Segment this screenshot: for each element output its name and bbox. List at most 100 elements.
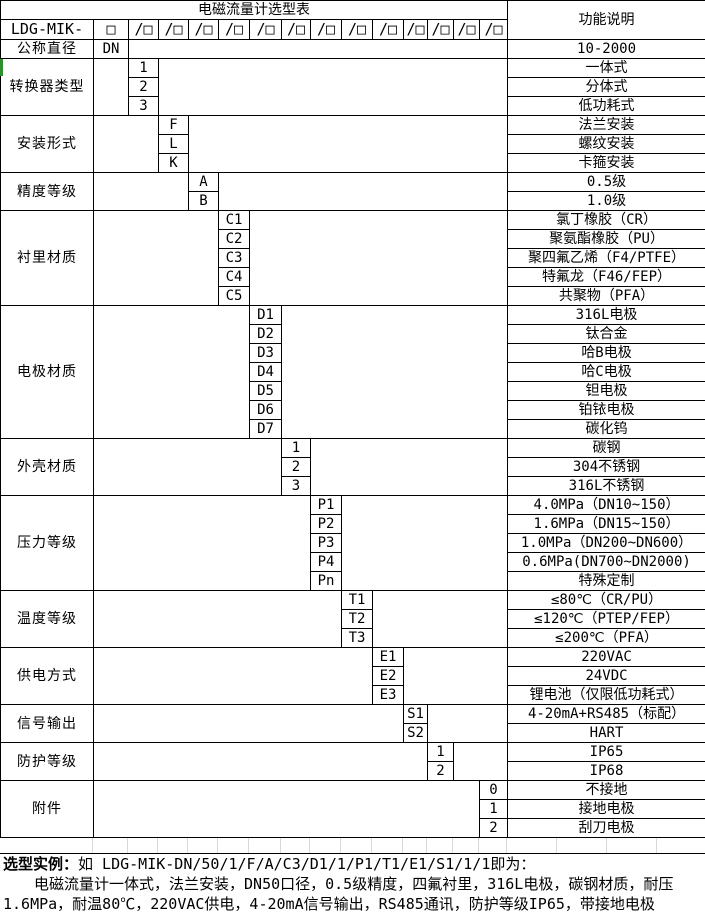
- table-row: 防护等级 1 IP65: [0, 742, 705, 781]
- table-row: D5 钽电极: [1, 381, 705, 401]
- description-cell: 碳钢: [507, 438, 705, 458]
- code-cell: 2: [478, 818, 509, 838]
- description-cell: 304不锈钢: [507, 457, 705, 477]
- description-cell: 卡箍安装: [507, 153, 705, 173]
- code-box: □: [93, 19, 129, 40]
- empty-cell: [187, 115, 509, 173]
- table-title: 电磁流量计选型表: [0, 0, 509, 20]
- description-cell: 特殊定制: [507, 571, 705, 591]
- code-slot: /□: [128, 19, 159, 40]
- description-cell: ≤200℃（PFA）: [507, 628, 705, 648]
- description-cell: 24VDC: [507, 666, 705, 686]
- code-slot: /□: [453, 19, 480, 40]
- empty-cell: [157, 58, 509, 116]
- empty-cell: [217, 172, 509, 211]
- code-cell: D6: [249, 400, 282, 420]
- empty-cell: [93, 780, 480, 838]
- code-cell: D2: [249, 324, 282, 344]
- description-cell: 4-20mA+RS485（标配）: [507, 704, 705, 724]
- code-cell: L: [158, 134, 189, 154]
- table-row: 公称直径 DN 10-2000: [0, 39, 705, 59]
- empty-cell: [93, 438, 282, 496]
- table-row: 1 接地电极: [1, 799, 705, 819]
- row-marker: [0, 59, 3, 76]
- spreadsheet-grid-strip: [0, 838, 705, 854]
- code-cell: C5: [218, 286, 250, 306]
- code-slot: /□: [218, 19, 250, 40]
- description-cell: 法兰安装: [507, 115, 705, 135]
- code-cell: D3: [249, 343, 282, 363]
- category-label: 转换器类型: [0, 58, 94, 116]
- table-row: 2 IP68: [1, 761, 705, 781]
- description-cell: 低功耗式: [507, 96, 705, 116]
- code-cell: D7: [249, 419, 282, 439]
- description-cell: 哈B电极: [507, 343, 705, 363]
- table-row: 3 低功耗式: [1, 96, 705, 116]
- code-cell: P1: [310, 495, 342, 515]
- empty-cell: [340, 495, 509, 591]
- empty-cell: [93, 115, 159, 173]
- code-cell: S2: [403, 723, 428, 743]
- code-slot: /□: [341, 19, 373, 40]
- empty-cell: [93, 742, 428, 781]
- table-row: 安装形式 F 法兰安装: [0, 115, 705, 173]
- category-label: 安装形式: [0, 115, 94, 173]
- code-cell: A: [188, 172, 219, 192]
- table-row: 供电方式 E1 220VAC: [0, 647, 705, 705]
- empty-cell: [93, 172, 189, 211]
- empty-cell: [371, 590, 509, 648]
- description-cell: 刮刀电极: [507, 818, 705, 838]
- table-row: 信号输出 S1 4-20mA+RS485（标配）: [0, 704, 705, 743]
- table-row: B 1.0级: [1, 191, 705, 211]
- description-cell: 铂铱电极: [507, 400, 705, 420]
- table-row: 转换器类型 1 一体式: [0, 58, 705, 116]
- code-cell: F: [158, 115, 189, 135]
- code-cell: 2: [427, 761, 454, 781]
- code-cell: 1: [281, 438, 311, 458]
- description-cell: 钛合金: [507, 324, 705, 344]
- category-label: 温度等级: [0, 590, 94, 648]
- category-label: 附件: [0, 780, 94, 838]
- example-line-1: 选型实例：如 LDG-MIK-DN/50/1/F/A/C3/D1/1/P1/T1…: [0, 854, 705, 874]
- empty-cell: [402, 647, 509, 705]
- code-cell: 1: [128, 58, 159, 78]
- empty-cell: [248, 210, 509, 306]
- code-cell: T1: [341, 590, 373, 610]
- code-cell: 1: [427, 742, 454, 762]
- table-row: 外壳材质 1 碳钢: [0, 438, 705, 496]
- description-cell: ≤120℃（PTEP/FEP）: [507, 609, 705, 629]
- description-cell: 4.0MPa（DN10~150）: [507, 495, 705, 515]
- code-cell: D1: [249, 305, 282, 325]
- code-cell: E2: [372, 666, 404, 686]
- description-cell: IP68: [507, 761, 705, 781]
- empty-cell: [93, 590, 342, 648]
- empty-cell: [127, 39, 509, 59]
- description-cell: 316L电极: [507, 305, 705, 325]
- description-cell: HART: [507, 723, 705, 743]
- table-row: 电磁流量计选型表 功能说明: [0, 0, 705, 40]
- code-cell: T3: [341, 628, 373, 648]
- table-row: K 卡箍安装: [1, 153, 705, 173]
- empty-cell: [452, 742, 509, 781]
- table-row: S2 HART: [1, 723, 705, 743]
- table-row: T3 ≤200℃（PFA）: [1, 628, 705, 648]
- example-model-code: 如 LDG-MIK-DN/50/1/F/A/C3/D1/1/P1/T1/E1/S…: [78, 855, 536, 873]
- description-cell: 锂电池（仅限低功耗式）: [507, 685, 705, 705]
- description-cell: 一体式: [507, 58, 705, 78]
- table-row: E2 24VDC: [1, 666, 705, 686]
- description-cell: 220VAC: [507, 647, 705, 667]
- table-row: P3 1.0MPa（DN200~DN600）: [1, 533, 705, 553]
- category-label: 公称直径: [0, 39, 94, 59]
- description-cell: 10-2000: [507, 39, 705, 59]
- description-cell: 碳化钨: [507, 419, 705, 439]
- empty-cell: [93, 58, 129, 116]
- category-label: 信号输出: [0, 704, 94, 743]
- code-cell: 3: [128, 96, 159, 116]
- code-slot: /□: [249, 19, 282, 40]
- table-row: C2 聚氨酯橡胶（PU）: [1, 229, 705, 249]
- empty-cell: [309, 438, 509, 496]
- code-slot: /□: [158, 19, 189, 40]
- description-cell: 聚氨酯橡胶（PU）: [507, 229, 705, 249]
- description-cell: 聚四氟乙烯（F4/PTFE）: [507, 248, 705, 268]
